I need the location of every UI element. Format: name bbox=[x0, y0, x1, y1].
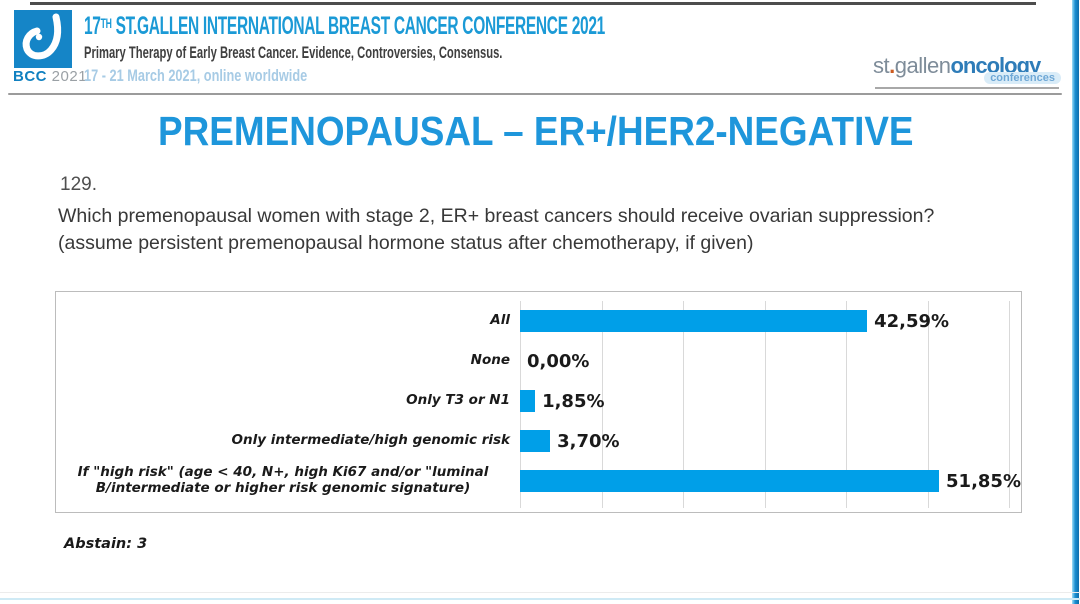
top-edge-artifact bbox=[30, 2, 1036, 5]
right-edge-bar bbox=[1072, 0, 1079, 604]
value-label: 1,85% bbox=[542, 390, 605, 412]
header-divider bbox=[8, 93, 1062, 95]
value-label: 51,85% bbox=[946, 470, 1021, 492]
gridline bbox=[683, 301, 684, 508]
chart-row: None 0,00% bbox=[56, 341, 1021, 381]
bcc-logo-caption: BCC 2021 bbox=[13, 68, 123, 85]
category-label: If "high risk" (age < 40, N+, high Ki67 … bbox=[77, 464, 489, 496]
category-label: None bbox=[470, 352, 510, 369]
gridline bbox=[846, 301, 847, 508]
stgallen-oncology-logo: st.gallenoncology conferences bbox=[873, 53, 1061, 89]
gridline bbox=[927, 301, 929, 508]
question-number: 129. bbox=[60, 174, 97, 195]
chart-row: Only T3 or N1 1,85% bbox=[56, 381, 1021, 421]
bcc-logo bbox=[14, 10, 72, 68]
conference-subtitle: Primary Therapy of Early Breast Cancer. … bbox=[84, 43, 503, 62]
category-label: Only T3 or N1 bbox=[406, 392, 510, 409]
bar bbox=[520, 430, 551, 452]
bar-zone: 42,59% bbox=[520, 310, 1021, 332]
ordinal-sup: TH bbox=[100, 15, 112, 31]
bar bbox=[520, 310, 868, 332]
gallen-text: gallen bbox=[894, 53, 951, 78]
bar-zone: 51,85% bbox=[520, 470, 1021, 492]
bar bbox=[520, 390, 536, 412]
bottom-edge-line bbox=[0, 598, 1080, 600]
bcc-year: 2021 bbox=[51, 68, 88, 85]
slide-title: PREMENOPAUSAL – ER+/HER2-NEGATIVE bbox=[158, 108, 914, 154]
value-label: 3,70% bbox=[557, 430, 620, 452]
chart-plot-area: All 42,59% None 0,00% Only T3 or N1 1,85% Only… bbox=[56, 301, 1021, 508]
chart-row: If "high risk" (age < 40, N+, high Ki67 … bbox=[56, 461, 1021, 501]
stgallen-text: st bbox=[873, 53, 890, 78]
chart-row: Only intermediate/high genomic risk 3,70% bbox=[56, 421, 1021, 461]
swan-drop-icon bbox=[22, 13, 62, 60]
bar-zone: 0,00% bbox=[520, 350, 1021, 372]
conferences-badge: conferences bbox=[984, 72, 1061, 84]
question-text: Which premenopausal women with stage 2, … bbox=[58, 205, 935, 254]
logo-underline bbox=[875, 87, 1059, 89]
bottom-edge-artifact bbox=[0, 592, 1080, 593]
category-label: Only intermediate/high genomic risk bbox=[231, 432, 511, 449]
bar bbox=[520, 470, 940, 492]
gridline bbox=[1009, 301, 1010, 508]
conference-title: 17TH ST.GALLEN INTERNATIONAL BREAST CANC… bbox=[84, 12, 605, 40]
gridline bbox=[601, 301, 603, 508]
chart-rows: All 42,59% None 0,00% Only T3 or N1 1,85% Only… bbox=[56, 301, 1021, 501]
gridline bbox=[764, 301, 766, 508]
category-label: All bbox=[490, 312, 510, 329]
bar-zone: 3,70% bbox=[520, 430, 1021, 452]
value-label: 0,00% bbox=[527, 350, 590, 372]
conference-dates: 17 - 21 March 2021, online worldwide bbox=[84, 66, 308, 85]
bcc-label: BCC bbox=[13, 68, 47, 85]
orange-dot: . bbox=[889, 53, 895, 78]
poll-bar-chart: All 42,59% None 0,00% Only T3 or N1 1,85% Only… bbox=[55, 291, 1022, 513]
abstain-note: Abstain: 3 bbox=[64, 536, 148, 552]
value-label: 42,59% bbox=[874, 310, 950, 332]
bar-zone: 1,85% bbox=[520, 390, 1021, 412]
chart-row: All 42,59% bbox=[56, 301, 1021, 341]
